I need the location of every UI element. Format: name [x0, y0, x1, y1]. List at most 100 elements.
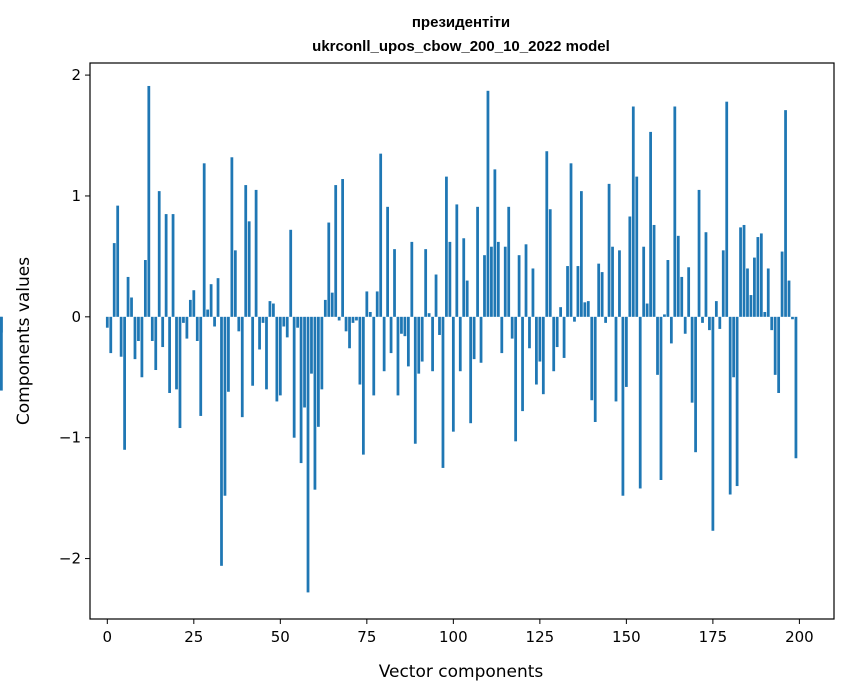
bar-121	[524, 244, 528, 317]
bar-118	[514, 316, 518, 442]
bar-26	[195, 316, 199, 341]
bar-106	[472, 316, 476, 360]
bar-65	[330, 292, 334, 317]
bar-162	[666, 260, 670, 317]
bar-145	[607, 183, 611, 317]
bar-189	[759, 233, 763, 317]
bar-77	[372, 316, 376, 396]
bar-144	[604, 316, 607, 323]
bar-107	[476, 206, 479, 317]
bar-18	[168, 316, 171, 393]
bar-198	[791, 316, 794, 320]
bar-48	[272, 303, 275, 317]
bar-147	[614, 316, 618, 402]
y-tick-label: −1	[59, 429, 81, 447]
bar-95	[434, 274, 438, 317]
bar-25	[192, 290, 196, 317]
x-axis-ticks: 0 25 50 75 100 125 150 175 200	[103, 619, 814, 646]
x-tick-label: 75	[357, 628, 376, 646]
bar-171	[697, 189, 701, 317]
bar-75	[365, 291, 369, 317]
bar-158	[652, 224, 656, 317]
bar-184	[742, 224, 746, 317]
bar-190	[763, 311, 767, 317]
bar-150	[624, 316, 628, 387]
bar-4	[119, 316, 123, 357]
bar-60	[313, 316, 317, 490]
bar-120	[521, 316, 524, 412]
bar-179	[725, 101, 729, 317]
bar-174	[708, 316, 711, 331]
bar-87	[406, 316, 410, 367]
bar-109	[483, 255, 486, 317]
bar-43	[254, 189, 258, 317]
bar-113	[496, 241, 500, 317]
plot-frame	[89, 62, 835, 620]
bar-46	[265, 316, 268, 390]
bar-61	[317, 316, 320, 427]
bar-84	[396, 316, 400, 396]
bar-108	[479, 316, 483, 363]
bar-149	[621, 316, 625, 496]
bar-40	[244, 185, 248, 317]
bar-137	[580, 191, 583, 317]
bar-83	[393, 249, 396, 317]
bar-74	[361, 316, 365, 455]
bar-123	[531, 268, 535, 317]
bar-105	[469, 316, 473, 424]
bar-63	[323, 299, 327, 317]
bar-194	[777, 316, 781, 393]
bar-15	[157, 191, 161, 317]
bar-188	[756, 237, 760, 317]
bar-169	[690, 316, 694, 403]
bar-146	[611, 246, 614, 317]
y-axis-label: Components values	[14, 257, 34, 425]
bar-161	[663, 314, 666, 317]
bar-195	[780, 251, 784, 317]
bar-130	[555, 316, 559, 348]
bar-128	[548, 209, 552, 317]
bar-129	[552, 316, 556, 372]
chart-subtitle: ukrconll_upos_cbow_200_10_2022 model	[312, 38, 610, 55]
bar-1	[109, 316, 113, 354]
bar-41	[247, 221, 251, 317]
bar-181	[732, 316, 736, 378]
bar-82	[389, 316, 393, 354]
bar-160	[659, 316, 663, 480]
bar-78	[375, 291, 379, 317]
bar-89	[413, 316, 417, 444]
bar-44	[258, 316, 261, 350]
bar-14	[154, 316, 158, 371]
bar-62	[320, 316, 324, 390]
bar-182	[735, 316, 739, 487]
bar-34	[223, 316, 227, 496]
bar-116	[507, 206, 511, 317]
bar-64	[327, 222, 331, 317]
bar-110	[486, 90, 490, 317]
bar-76	[368, 311, 372, 317]
bar-47	[268, 301, 272, 317]
bar-157	[649, 131, 652, 317]
bar-38	[237, 316, 241, 332]
bar-170	[694, 316, 697, 453]
bar-124	[535, 316, 538, 385]
bar-115	[503, 246, 507, 317]
bar-72	[355, 316, 358, 321]
bar-122	[528, 316, 531, 349]
bar-187	[753, 257, 756, 317]
y-tick-label: 0	[71, 308, 81, 326]
bar-33	[220, 316, 223, 566]
bar-20	[175, 316, 178, 390]
chart-title: президентіти	[412, 14, 510, 31]
bar-50	[278, 316, 282, 396]
bar-97	[441, 316, 445, 468]
bar-126	[541, 316, 545, 395]
bar-173	[704, 232, 708, 317]
bar-88	[410, 241, 414, 317]
bars-group	[0, 85, 798, 593]
bar-154	[638, 316, 642, 489]
bar-167	[683, 316, 687, 334]
bar-85	[400, 316, 403, 334]
bar-101	[455, 204, 459, 317]
bar-165	[676, 235, 680, 317]
